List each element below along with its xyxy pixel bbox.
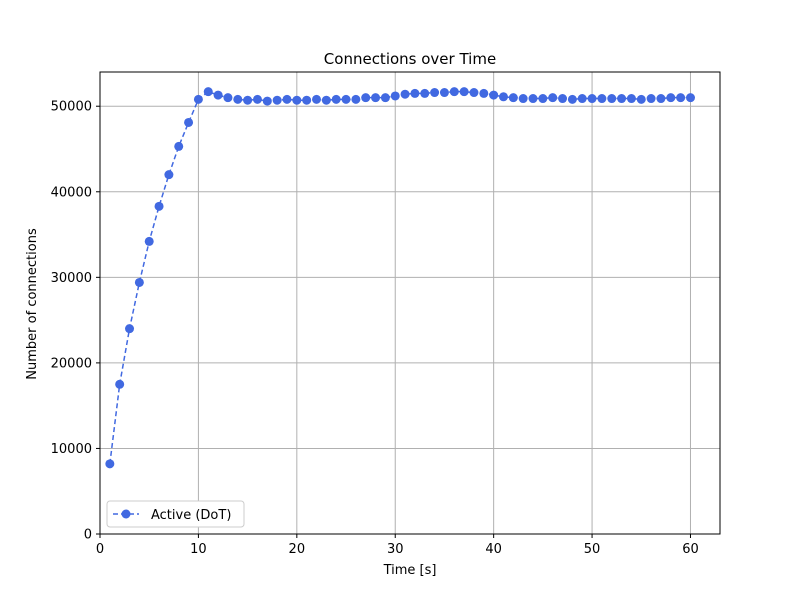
data-point <box>341 94 351 104</box>
y-tick-label: 0 <box>84 528 92 543</box>
grid-lines <box>99 72 720 535</box>
data-point <box>676 93 686 103</box>
data-point <box>292 95 302 105</box>
data-point <box>567 94 577 104</box>
data-point <box>115 379 125 389</box>
data-point <box>262 96 272 106</box>
data-point <box>351 94 361 104</box>
data-point <box>508 93 518 103</box>
data-point <box>144 236 154 246</box>
series-points <box>105 87 695 469</box>
data-point <box>587 94 597 104</box>
x-axis-label: Time [s] <box>383 563 437 578</box>
data-point <box>489 90 499 100</box>
data-point <box>449 87 459 97</box>
plot-frame <box>99 71 721 535</box>
y-tick-label: 10000 <box>51 442 92 457</box>
data-point <box>528 94 538 104</box>
y-axis-label: Number of connections <box>25 228 40 380</box>
data-point <box>380 93 390 103</box>
x-tick-label: 30 <box>387 542 404 557</box>
y-axis-ticks: 0 10000 20000 30000 40000 50000 <box>51 100 100 543</box>
chart-title: Connections over Time <box>324 50 496 68</box>
legend-box <box>106 500 245 528</box>
data-point <box>164 170 174 180</box>
data-point <box>243 95 253 105</box>
data-point <box>203 87 213 97</box>
data-point <box>685 93 695 103</box>
data-point <box>213 90 223 100</box>
x-tick-label: 20 <box>289 542 306 557</box>
data-point <box>498 92 508 102</box>
data-point <box>223 93 233 103</box>
data-point <box>312 94 322 104</box>
x-tick-label: 60 <box>682 542 699 557</box>
data-point <box>410 88 420 98</box>
x-tick-label: 10 <box>190 542 207 557</box>
data-point <box>371 93 381 103</box>
x-tick-label: 0 <box>96 542 104 557</box>
legend-marker-swatch <box>121 509 131 519</box>
data-point <box>666 93 676 103</box>
data-point <box>459 87 469 97</box>
data-point <box>361 93 371 103</box>
y-tick-label: 50000 <box>51 100 92 115</box>
data-point <box>430 88 440 98</box>
data-point <box>233 94 243 104</box>
data-point <box>538 94 548 104</box>
data-point <box>400 89 410 99</box>
data-point <box>597 94 607 104</box>
data-point <box>125 324 135 334</box>
data-point <box>193 94 203 104</box>
data-point <box>469 88 479 98</box>
data-point <box>321 95 331 105</box>
data-point <box>577 94 587 104</box>
data-point <box>252 94 262 104</box>
data-point <box>548 93 558 103</box>
data-point <box>420 88 430 98</box>
data-point <box>617 94 627 104</box>
legend-label-active-dot: Active (DoT) <box>151 508 231 523</box>
data-point <box>636 94 646 104</box>
data-point <box>558 94 568 104</box>
data-point <box>174 141 184 151</box>
data-point <box>331 94 341 104</box>
data-point <box>607 94 617 104</box>
data-point <box>626 94 636 104</box>
data-point <box>656 94 666 104</box>
legend: Active (DoT) <box>106 500 245 528</box>
y-tick-label: 20000 <box>51 356 92 371</box>
data-point <box>302 95 312 105</box>
data-point <box>154 201 164 211</box>
data-point <box>134 277 144 287</box>
data-point <box>479 88 489 98</box>
data-point <box>272 95 282 105</box>
data-point <box>184 117 194 127</box>
y-tick-label: 40000 <box>51 185 92 200</box>
data-point <box>439 88 449 98</box>
x-tick-label: 50 <box>584 542 601 557</box>
y-tick-label: 30000 <box>51 271 92 286</box>
data-point <box>390 91 400 101</box>
data-point <box>105 459 115 469</box>
data-point <box>646 94 656 104</box>
x-tick-label: 40 <box>485 542 502 557</box>
data-point <box>282 94 292 104</box>
x-axis-ticks: 0 10 20 30 40 50 60 <box>96 534 699 557</box>
data-point <box>518 94 528 104</box>
